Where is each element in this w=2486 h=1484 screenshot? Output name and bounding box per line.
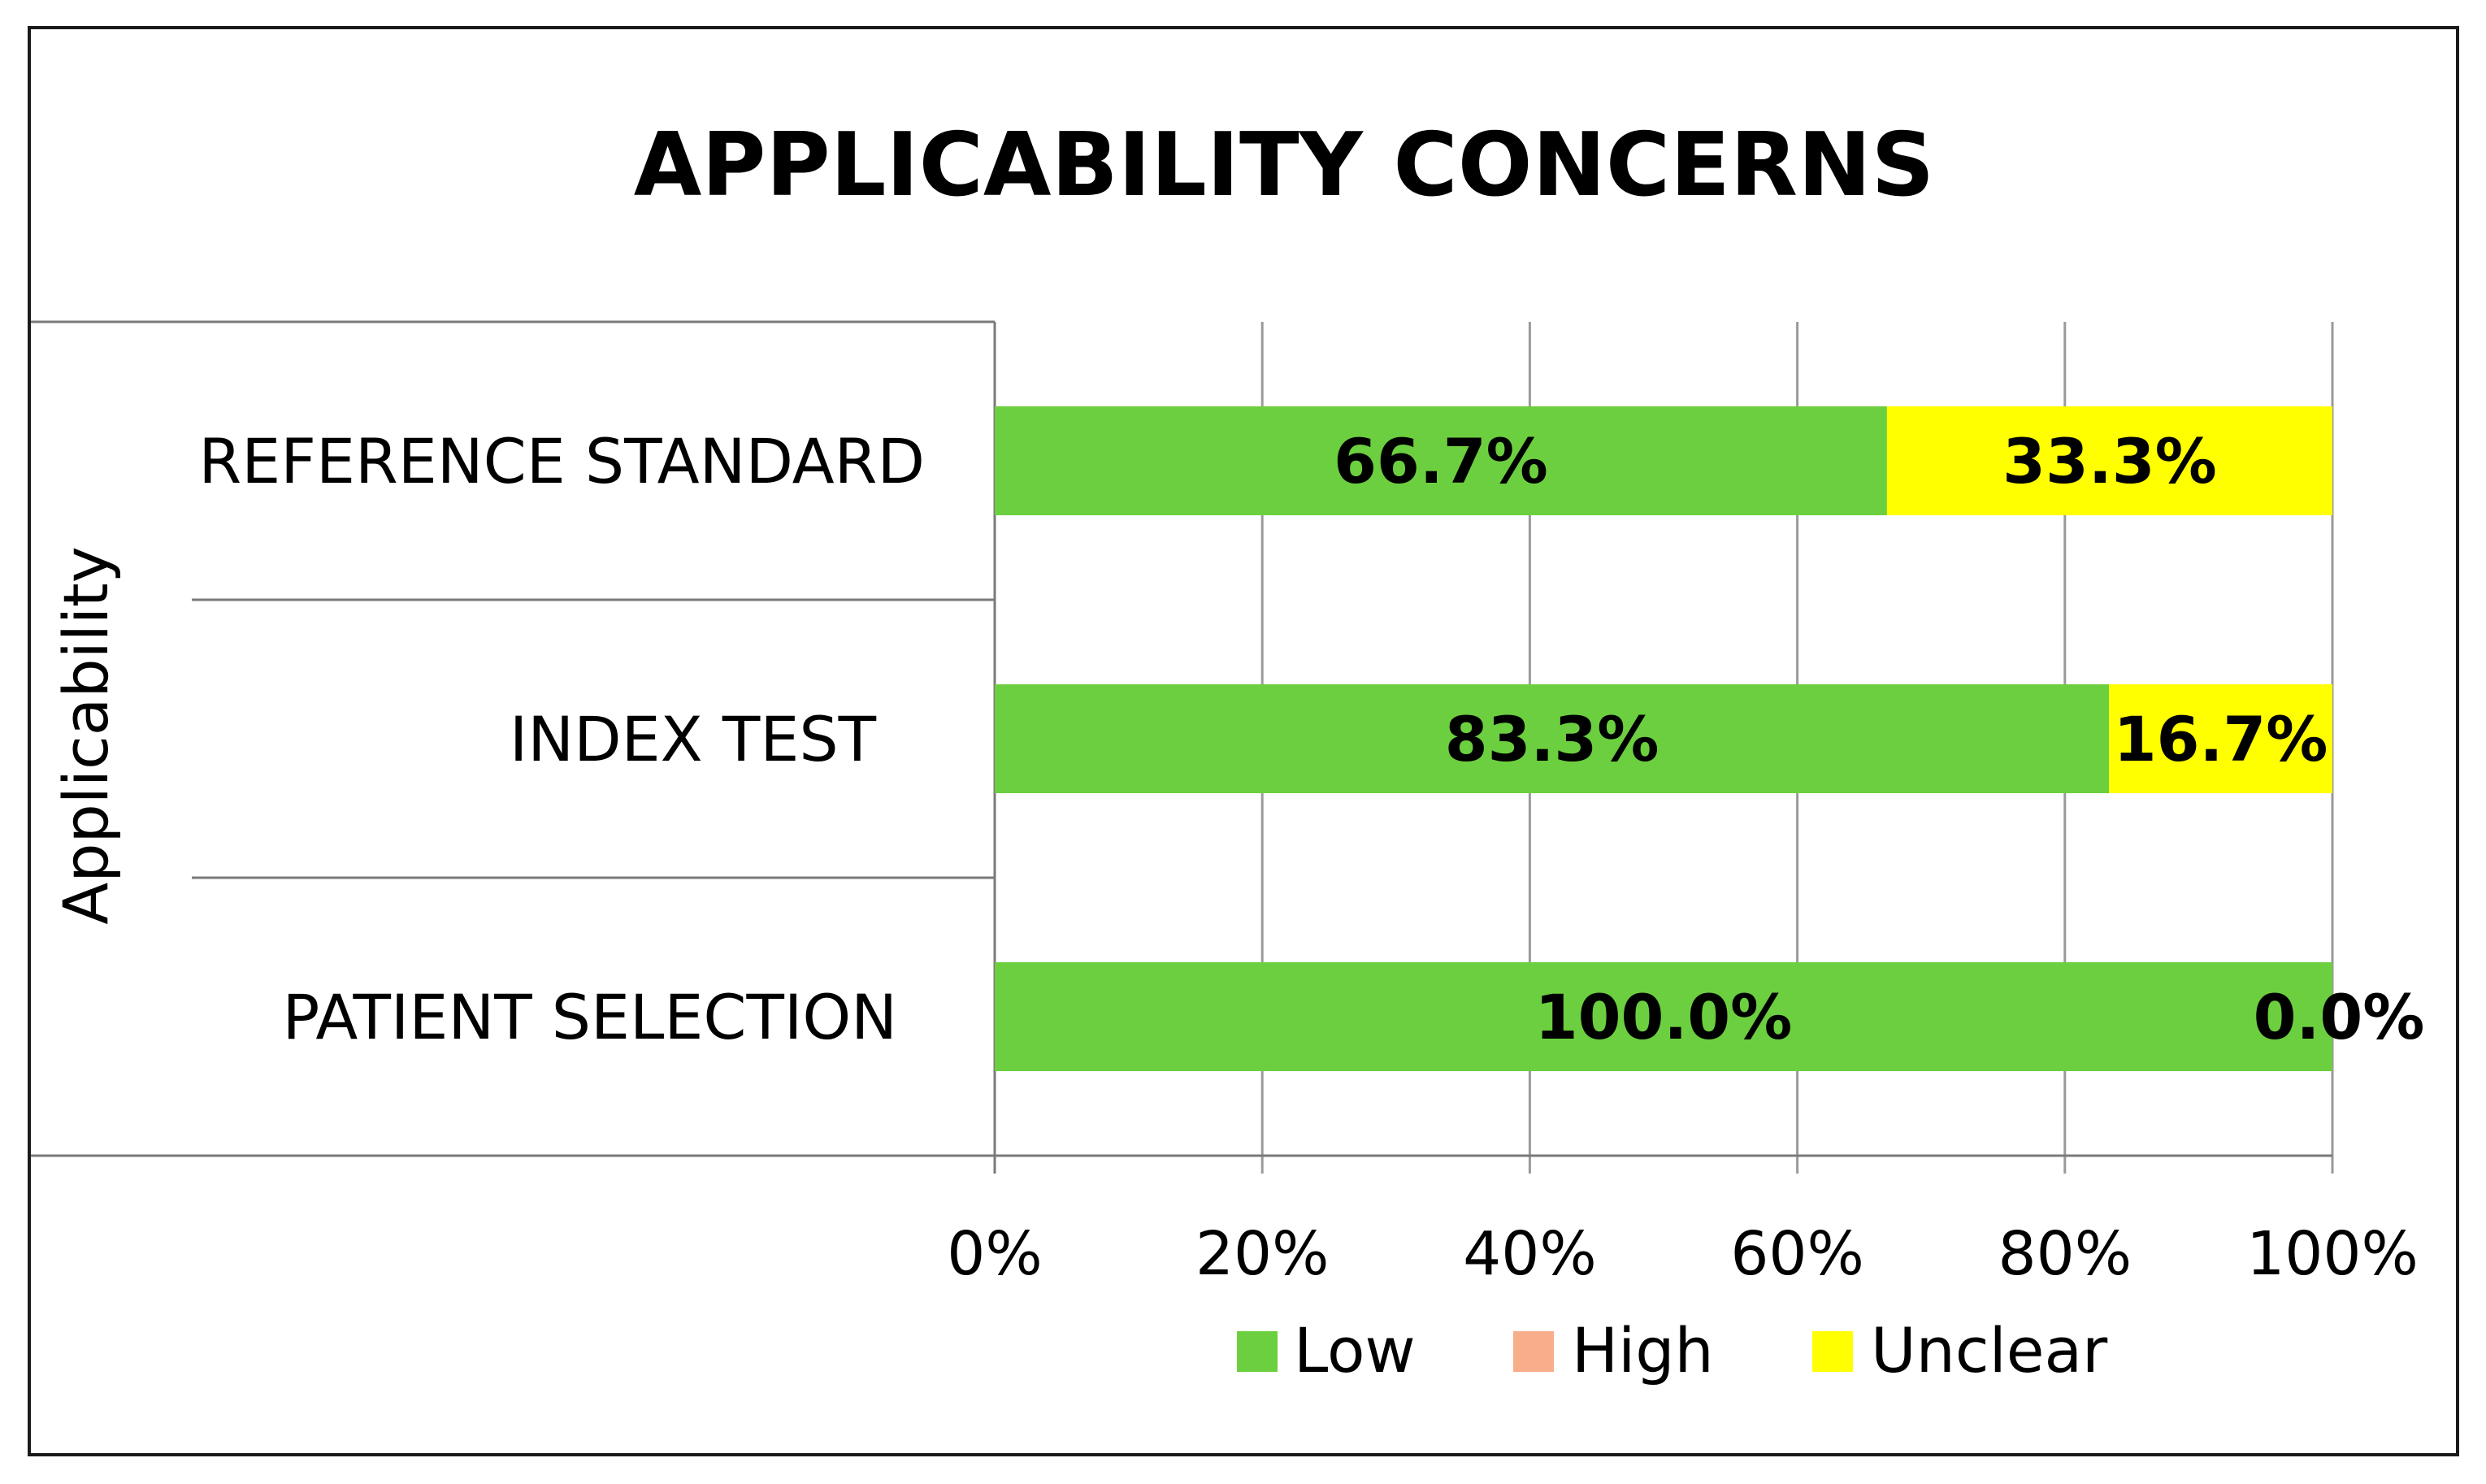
y-axis-title: Applicability	[50, 546, 122, 924]
category-label: REFERENCE STANDARD	[198, 425, 925, 497]
data-label: 0.0%	[2254, 981, 2425, 1053]
data-label: 100.0%	[1535, 981, 1793, 1053]
category-label: INDEX TEST	[510, 703, 877, 775]
data-label: 33.3%	[2002, 425, 2217, 497]
legend-swatch-high	[1513, 1331, 1554, 1372]
x-tick-label: 60%	[1730, 1219, 1863, 1289]
data-label: 16.7%	[2114, 703, 2328, 775]
x-tick-label: 20%	[1195, 1219, 1329, 1289]
legend-label-unclear: Unclear	[1871, 1314, 2108, 1386]
legend-label-low: Low	[1294, 1314, 1416, 1386]
x-tick-label: 100%	[2246, 1219, 2419, 1289]
category-label: PATIENT SELECTION	[282, 981, 897, 1053]
label-layer: 0% 20% 40% 60% 80% 100% REFERENCE STANDARD 66.7…	[198, 425, 2424, 1289]
data-label: 83.3%	[1445, 703, 1660, 775]
x-tick-label: 40%	[1463, 1219, 1596, 1289]
bar-layer	[995, 406, 2332, 1071]
x-tick-label: 0%	[947, 1219, 1042, 1289]
bar-unclear	[2109, 684, 2332, 793]
chart-title: APPLICABILITY CONCERNS	[634, 115, 1935, 216]
bar-low	[995, 684, 2110, 793]
legend-label-high: High	[1572, 1314, 1714, 1386]
x-tick-label: 80%	[1998, 1219, 2132, 1289]
bar-low	[995, 962, 2332, 1071]
data-label: 66.7%	[1334, 425, 1548, 497]
bar-low	[995, 406, 1887, 515]
legend-swatch-unclear	[1812, 1331, 1853, 1372]
bar-unclear	[1886, 406, 2332, 515]
legend: Low High Unclear	[1237, 1314, 2108, 1386]
legend-swatch-low	[1237, 1331, 1278, 1372]
